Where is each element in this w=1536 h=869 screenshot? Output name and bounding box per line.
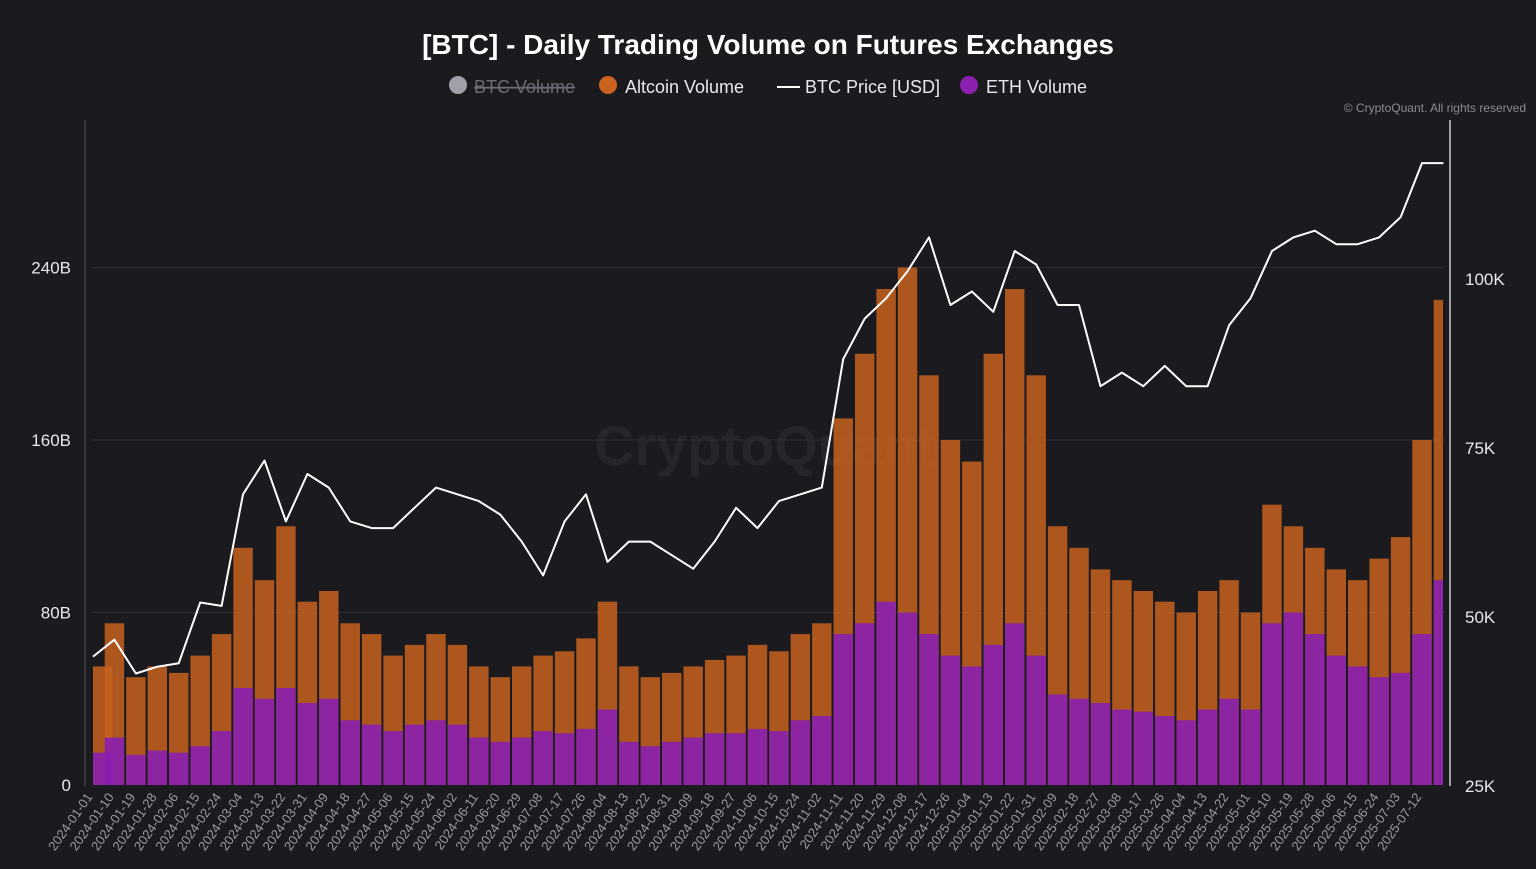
- eth-volume-bar: [276, 688, 295, 785]
- eth-volume-bar: [769, 731, 788, 785]
- eth-volume-bar: [1434, 580, 1443, 785]
- right-tick-label: 75K: [1465, 439, 1496, 458]
- eth-volume-bar: [855, 623, 874, 785]
- eth-volume-bar: [705, 733, 724, 785]
- eth-volume-bar: [598, 710, 617, 785]
- right-tick-label: 100K: [1465, 270, 1505, 289]
- legend-item-btc-volume[interactable]: BTC Volume: [449, 76, 575, 97]
- right-axis-ticks: 25K 50K 75K 100K: [1465, 270, 1505, 796]
- eth-volume-bar: [255, 699, 274, 785]
- left-axis-ticks: 0 80B 160B 240B: [31, 259, 71, 796]
- eth-volume-bar: [362, 725, 381, 785]
- chart-title: [BTC] - Daily Trading Volume on Futures …: [422, 29, 1114, 60]
- eth-volume-bar: [169, 753, 188, 785]
- legend-item-eth-volume[interactable]: ETH Volume: [960, 76, 1087, 97]
- eth-volume-bar: [1219, 699, 1238, 785]
- right-tick-label: 25K: [1465, 777, 1496, 796]
- eth-volume-bar: [1069, 699, 1088, 785]
- legend-label-eth-volume: ETH Volume: [986, 77, 1087, 97]
- eth-volume-bar: [212, 731, 231, 785]
- eth-volume-bar: [1305, 634, 1324, 785]
- eth-volume-bar: [491, 742, 510, 785]
- eth-volume-bar: [298, 703, 317, 785]
- gridlines: [93, 268, 1445, 613]
- eth-volume-bar: [383, 731, 402, 785]
- eth-volume-bar: [1091, 703, 1110, 785]
- left-tick-label: 0: [62, 776, 71, 795]
- legend-marker-btc-volume: [449, 76, 467, 94]
- eth-volume-bar: [1327, 656, 1346, 785]
- legend-item-altcoin-volume[interactable]: Altcoin Volume: [599, 76, 744, 97]
- left-tick-label: 80B: [41, 604, 71, 623]
- x-axis-ticks: 2024-01-012024-01-102024-01-192024-01-28…: [45, 790, 1424, 853]
- eth-volume-bar: [834, 634, 853, 785]
- eth-volume-bar: [984, 645, 1003, 785]
- eth-volume-bar: [1241, 710, 1260, 785]
- eth-volume-bar: [1262, 623, 1281, 785]
- left-tick-label: 240B: [31, 259, 71, 278]
- eth-volume-bar: [683, 738, 702, 785]
- eth-volume-bar: [341, 720, 360, 785]
- eth-volume-bar: [1112, 710, 1131, 785]
- eth-volume-bar: [812, 716, 831, 785]
- eth-volume-bar: [533, 731, 552, 785]
- eth-volume-bar: [1412, 634, 1431, 785]
- eth-volume-bar: [1005, 623, 1024, 785]
- eth-volume-bar: [1348, 666, 1367, 785]
- eth-volume-bar: [469, 738, 488, 785]
- eth-volume-bar: [791, 720, 810, 785]
- copyright: © CryptoQuant. All rights reserved: [1344, 101, 1526, 115]
- eth-volume-bar: [126, 755, 145, 785]
- eth-volume-bar: [555, 733, 574, 785]
- eth-volume-bar: [941, 656, 960, 785]
- eth-volume-bar: [641, 746, 660, 785]
- eth-volume-bar: [1198, 710, 1217, 785]
- legend-marker-eth-volume: [960, 76, 978, 94]
- eth-volume-bar: [1026, 656, 1045, 785]
- eth-volume-bar: [619, 742, 638, 785]
- eth-volume-bar: [748, 729, 767, 785]
- eth-volume-bar: [233, 688, 252, 785]
- eth-volume-bar: [448, 725, 467, 785]
- eth-volume-bar: [426, 720, 445, 785]
- eth-volume-bar: [319, 699, 338, 785]
- eth-volume-bar: [662, 742, 681, 785]
- legend-marker-altcoin-volume: [599, 76, 617, 94]
- eth-volume-bar: [919, 634, 938, 785]
- eth-volume-bar: [898, 613, 917, 786]
- eth-volume-bar: [962, 666, 981, 785]
- eth-volume-bar: [148, 751, 167, 786]
- legend-label-btc-price: BTC Price [USD]: [805, 77, 940, 97]
- legend-item-btc-price[interactable]: BTC Price [USD]: [777, 77, 940, 97]
- eth-volume-bar: [576, 729, 595, 785]
- eth-volume-bar: [876, 602, 895, 785]
- legend-label-altcoin-volume: Altcoin Volume: [625, 77, 744, 97]
- legend: BTC Volume Altcoin Volume BTC Price [USD…: [449, 76, 1087, 97]
- right-tick-label: 50K: [1465, 608, 1496, 627]
- eth-volume-bar: [1284, 613, 1303, 786]
- eth-volume-bar: [1134, 712, 1153, 785]
- eth-volume-bar: [726, 733, 745, 785]
- eth-volume-bar: [1176, 720, 1195, 785]
- left-tick-label: 160B: [31, 431, 71, 450]
- eth-volume-bar: [105, 738, 124, 785]
- eth-volume-bar: [405, 725, 424, 785]
- legend-label-btc-volume: BTC Volume: [474, 77, 575, 97]
- eth-volume-bar: [1155, 716, 1174, 785]
- eth-volume-bar: [1048, 694, 1067, 785]
- eth-volume-bar: [1369, 677, 1388, 785]
- eth-volume-bar: [1391, 673, 1410, 785]
- eth-volume-bar: [190, 746, 209, 785]
- eth-volume-bar: [512, 738, 531, 785]
